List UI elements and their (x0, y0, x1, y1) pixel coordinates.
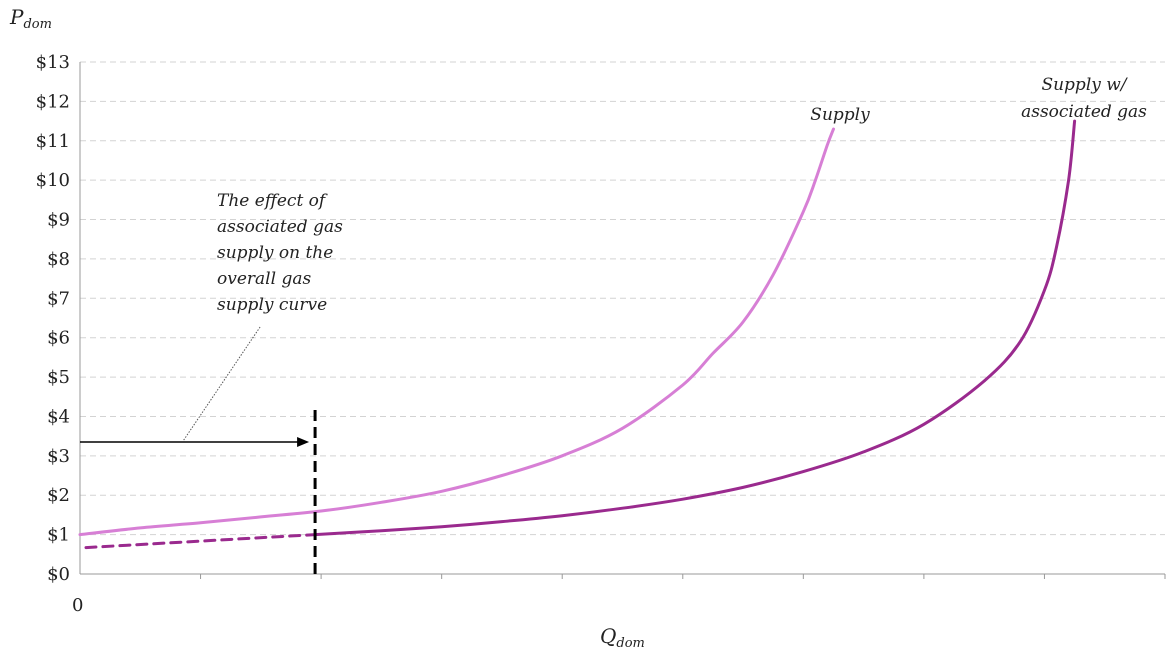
y-tick-label: $13 (36, 52, 70, 73)
x-minor-ticks (200, 574, 1166, 579)
effect-annotation: The effect of associated gas supply on the… (217, 191, 343, 315)
y-tick-label: $4 (47, 406, 70, 427)
series-lines (78, 119, 1077, 550)
y-tick-label: $8 (47, 249, 70, 270)
annotation-line: supply curve (217, 295, 327, 315)
x-axis-title: Qdom (600, 624, 645, 651)
supply-assoc-label-line1: Supply w/ (1041, 75, 1128, 95)
y-tick-label: $3 (47, 446, 70, 467)
annotation-line: The effect of (217, 191, 328, 211)
y-tick-labels: $0 $1 $2 $3 $4 $5 $6 $7 $8 $9 $10 $11 $12 $13 (36, 52, 70, 585)
y-tick-label: $2 (47, 485, 70, 506)
supply-label: Supply (810, 105, 870, 125)
y-tick-label: $12 (36, 91, 70, 112)
y-tick-label: $5 (47, 367, 70, 388)
y-tick-label: $0 (47, 564, 70, 585)
y-axis-title: Pdom (9, 5, 52, 32)
series-line-extension-dashed (84, 533, 317, 550)
y-tick-label: $9 (47, 210, 70, 231)
annotation-line: associated gas (217, 217, 343, 237)
effect-arrow-head (297, 437, 310, 448)
grid-lines (80, 61, 1165, 536)
x-origin-label: 0 (72, 595, 83, 616)
annotation-line: supply on the (217, 243, 333, 263)
y-tick-label: $11 (36, 131, 70, 152)
y-tick-label: $7 (47, 288, 70, 309)
y-tick-label: $1 (47, 525, 70, 546)
annotation-leader-line (183, 325, 262, 441)
y-tick-label: $6 (47, 328, 70, 349)
series-line-supply-w-associated-gas (313, 119, 1077, 537)
series-line-supply (78, 127, 835, 537)
y-tick-label: $10 (36, 170, 70, 191)
supply-assoc-label-line2: associated gas (1021, 102, 1147, 122)
guide-marks (80, 325, 317, 574)
annotation-line: overall gas (217, 269, 311, 289)
